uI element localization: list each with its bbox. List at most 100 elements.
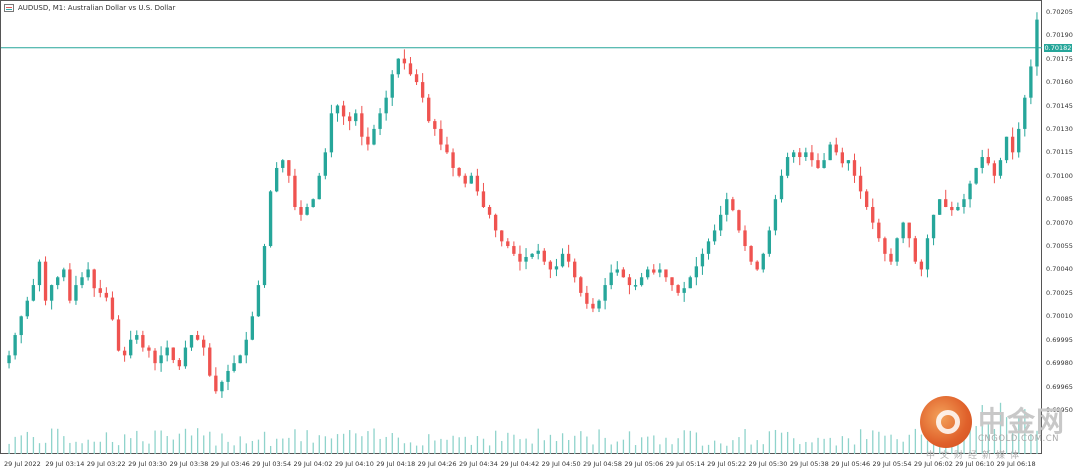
bear-candle[interactable] xyxy=(451,152,455,168)
bear-candle[interactable] xyxy=(852,160,857,176)
bull-candle[interactable] xyxy=(7,355,11,364)
bear-candle[interactable] xyxy=(420,82,425,98)
bull-candle[interactable] xyxy=(129,339,133,356)
bear-candle[interactable] xyxy=(402,58,407,64)
bear-candle[interactable] xyxy=(512,246,516,254)
bear-candle[interactable] xyxy=(810,152,814,161)
bear-candle[interactable] xyxy=(427,97,431,122)
bull-candle[interactable] xyxy=(646,269,650,278)
bull-candle[interactable] xyxy=(396,58,400,75)
bull-candle[interactable] xyxy=(846,160,851,164)
bull-candle[interactable] xyxy=(329,113,334,153)
bull-candle[interactable] xyxy=(931,214,936,239)
bear-candle[interactable] xyxy=(487,207,492,215)
bear-candle[interactable] xyxy=(670,277,674,286)
bear-candle[interactable] xyxy=(834,144,838,153)
bear-candle[interactable] xyxy=(518,253,522,262)
bear-candle[interactable] xyxy=(591,303,595,309)
bull-candle[interactable] xyxy=(183,347,188,367)
bear-candle[interactable] xyxy=(445,144,449,153)
bull-candle[interactable] xyxy=(56,277,60,286)
bull-candle[interactable] xyxy=(609,272,613,286)
bear-candle[interactable] xyxy=(141,335,145,348)
bear-candle[interactable] xyxy=(664,269,668,278)
bull-candle[interactable] xyxy=(706,241,711,254)
bear-candle[interactable] xyxy=(366,136,370,145)
bull-candle[interactable] xyxy=(712,230,717,242)
bear-candle[interactable] xyxy=(214,375,218,392)
bear-candle[interactable] xyxy=(798,152,802,158)
bull-candle[interactable] xyxy=(761,253,765,270)
bull-candle[interactable] xyxy=(244,339,248,356)
bear-candle[interactable] xyxy=(737,210,741,231)
bear-candle[interactable] xyxy=(153,350,157,364)
bull-candle[interactable] xyxy=(317,175,321,200)
bear-candle[interactable] xyxy=(877,222,881,239)
bear-candle[interactable] xyxy=(500,230,504,242)
bull-candle[interactable] xyxy=(779,175,784,200)
bull-candle[interactable] xyxy=(956,207,960,211)
bear-candle[interactable] xyxy=(293,175,297,207)
bull-candle[interactable] xyxy=(1023,97,1027,129)
bear-candle[interactable] xyxy=(481,191,486,207)
bull-candle[interactable] xyxy=(354,113,358,122)
bull-candle[interactable] xyxy=(311,199,315,207)
bear-candle[interactable] xyxy=(889,253,893,262)
bull-candle[interactable] xyxy=(530,253,534,257)
bull-candle[interactable] xyxy=(86,269,90,278)
bear-candle[interactable] xyxy=(627,277,632,286)
bull-candle[interactable] xyxy=(469,175,473,184)
bull-candle[interactable] xyxy=(682,288,686,293)
bull-candle[interactable] xyxy=(725,199,729,215)
bear-candle[interactable] xyxy=(755,261,759,270)
bear-candle[interactable] xyxy=(171,347,175,361)
bear-candle[interactable] xyxy=(573,261,577,278)
bull-candle[interactable] xyxy=(962,199,966,207)
bear-candle[interactable] xyxy=(566,253,571,262)
bear-candle[interactable] xyxy=(548,261,553,270)
bull-candle[interactable] xyxy=(335,105,340,114)
bear-candle[interactable] xyxy=(177,360,182,367)
bear-candle[interactable] xyxy=(743,230,747,247)
bear-candle[interactable] xyxy=(457,167,461,176)
bull-candle[interactable] xyxy=(980,157,984,168)
bull-candle[interactable] xyxy=(895,238,899,262)
bear-candle[interactable] xyxy=(68,269,72,301)
bear-candle[interactable] xyxy=(652,269,656,273)
bull-candle[interactable] xyxy=(560,253,565,267)
bull-candle[interactable] xyxy=(822,160,826,168)
bear-candle[interactable] xyxy=(864,191,869,207)
bull-candle[interactable] xyxy=(1017,128,1021,153)
bull-candle[interactable] xyxy=(80,277,84,286)
bull-candle[interactable] xyxy=(1035,19,1039,67)
bull-candle[interactable] xyxy=(305,207,309,215)
bull-candle[interactable] xyxy=(536,250,540,254)
bear-candle[interactable] xyxy=(347,116,352,122)
bear-candle[interactable] xyxy=(986,157,990,164)
bear-candle[interactable] xyxy=(122,350,127,356)
bull-candle[interactable] xyxy=(1004,136,1009,161)
bear-candle[interactable] xyxy=(950,207,954,211)
bull-candle[interactable] xyxy=(378,113,382,129)
bull-candle[interactable] xyxy=(274,167,279,192)
bull-candle[interactable] xyxy=(384,97,388,114)
bull-candle[interactable] xyxy=(633,285,638,287)
bull-candle[interactable] xyxy=(25,300,29,317)
bear-candle[interactable] xyxy=(919,261,924,270)
bear-candle[interactable] xyxy=(475,175,480,192)
bull-candle[interactable] xyxy=(925,238,930,270)
bull-candle[interactable] xyxy=(937,199,942,215)
bear-candle[interactable] xyxy=(92,269,96,289)
bull-candle[interactable] xyxy=(658,269,662,273)
bull-candle[interactable] xyxy=(281,160,285,168)
bull-candle[interactable] xyxy=(226,370,230,382)
bull-candle[interactable] xyxy=(390,74,394,98)
bear-candle[interactable] xyxy=(676,285,680,293)
bull-candle[interactable] xyxy=(49,285,54,301)
bull-candle[interactable] xyxy=(189,335,194,348)
bull-candle[interactable] xyxy=(256,285,261,317)
bull-candle[interactable] xyxy=(524,256,528,262)
bull-candle[interactable] xyxy=(828,144,832,161)
bear-candle[interactable] xyxy=(110,297,115,320)
